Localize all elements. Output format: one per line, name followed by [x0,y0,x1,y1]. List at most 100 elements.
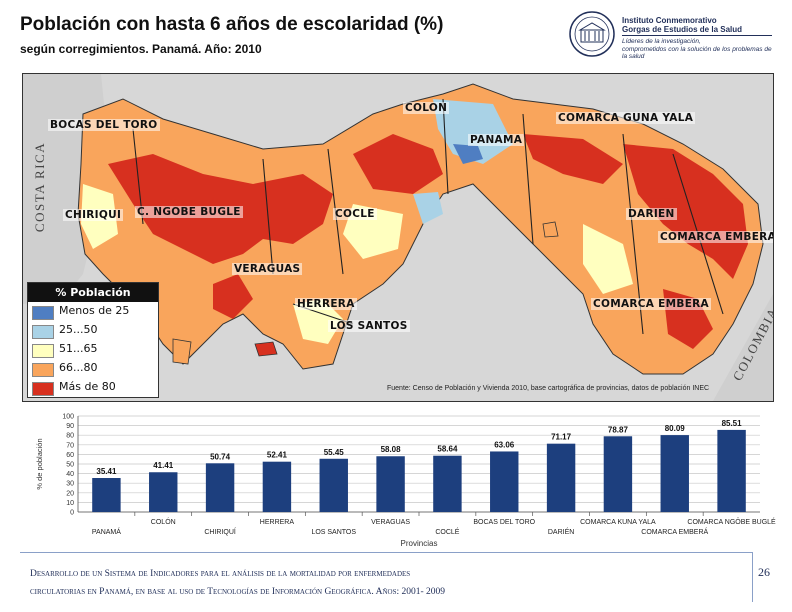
map-legend: % Población Menos de 25 25...50 51...65 … [27,282,159,398]
logo-line-4: comprometidos con la solución de los pro… [622,45,772,61]
map-label-ngobe-bugle: C. NGOBE BUGLE [135,206,243,218]
x-tick-label: COMARCA NGÖBE BUGLÉ [687,517,776,526]
legend-label: Menos de 25 [59,304,130,317]
map-label-comarca-embera-south: COMARCA EMBERA [591,298,711,310]
page-number: 26 [758,565,770,579]
island-south [172,338,192,365]
footer-line-1: Desarrollo de un Sistema de Indicadores … [30,569,411,579]
bar-value-label: 63.06 [494,440,515,449]
bar [433,455,462,512]
very-low-panama-city [453,144,483,164]
bar-value-label: 80.09 [665,424,686,433]
y-tick-label: 40 [66,471,74,478]
bar [262,461,292,512]
mid-rate-azuero [293,299,343,344]
institute-logo: Instituto Conmemorativo Gorgas de Estudi… [568,10,778,66]
x-tick-label: LOS SANTOS [311,529,356,536]
bar [546,443,576,512]
bar [149,472,178,512]
y-tick-label: 90 [66,423,74,430]
mid-rate-darien [583,224,633,294]
legend-item: 25...50 [28,321,158,340]
y-tick-label: 60 [66,452,74,459]
footer-line-2: circulatorias en Panamá, en base al uso … [30,587,446,597]
legend-swatch [32,325,54,339]
legend-item: Más de 80 [28,378,158,397]
footer-text: Desarrollo de un Sistema de Indicadores … [30,565,445,601]
y-axis-label: % de población [35,438,44,489]
y-tick-label: 50 [66,462,74,469]
y-tick-label: 30 [66,481,74,488]
island-coiba [254,341,278,357]
bar-value-label: 78.87 [608,425,629,434]
legend-swatch [32,344,54,358]
map-label-panama: PANAMA [468,134,525,146]
x-tick-label: CHIRIQUÍ [204,527,236,536]
bar [490,451,519,512]
bar-value-label: 71.17 [551,433,572,442]
bar [319,458,348,512]
legend-label: 25...50 [59,323,98,336]
bar-value-label: 41.41 [153,461,174,470]
x-tick-label: COLÓN [151,517,176,526]
legend-item: 66...80 [28,359,158,378]
bar-value-label: 35.41 [96,467,117,476]
choropleth-map: COSTA RICA COLOMBIA BOCAS DEL TORO COLON… [22,73,774,402]
map-label-los-santos: LOS SANTOS [328,320,410,332]
x-tick-label: VERAGUAS [371,519,410,526]
high-rate-coast [523,134,623,184]
y-tick-label: 0 [70,510,74,517]
x-tick-label: BOCAS DEL TORO [473,519,535,526]
legend-label: 51...65 [59,342,98,355]
logo-line-2: Gorgas de Estudios de la Salud [622,25,743,34]
page-title: Población con hasta 6 años de escolarida… [20,14,444,35]
x-tick-label: COMARCA EMBERÁ [641,527,708,536]
bar-chart: 0 10 20 30 40 50 60 70 80 90 100 % de población Prov… [35,414,776,549]
y-tick-label: 20 [66,490,74,497]
map-label-cocle: COCLE [333,208,377,220]
bar [603,436,633,512]
bar [376,456,405,512]
low-rate-cocle-coast [413,192,443,224]
y-tick-label: 70 [66,442,74,449]
bar-value-label: 85.51 [722,419,743,428]
page-subtitle: según corregimientos. Panamá. Año: 2010 [20,42,262,56]
legend-title: % Población [28,283,158,302]
bar [92,478,121,512]
logo-line-1: Instituto Conmemorativo [622,16,717,25]
y-tick-label: 100 [62,414,74,421]
map-label-colon: COLON [403,102,450,114]
high-rate-east [623,144,748,279]
x-tick-label: DARIÉN [548,527,574,536]
colombia-region [713,294,773,401]
map-label-veraguas: VERAGUAS [232,263,303,275]
y-tick-label: 10 [66,500,74,507]
footer-vertical-divider [752,552,753,602]
bar [660,435,689,512]
map-source-note: Fuente: Censo de Población y Vivienda 20… [387,385,710,392]
map-label-darien: DARIEN [626,208,677,220]
high-rate-veraguas [213,274,253,319]
bar [717,429,746,512]
map-label-comarca-guna-yala: COMARCA GUNA YALA [556,112,696,124]
map-label-comarca-embera-north: COMARCA EMBERA [658,231,773,243]
legend-swatch [32,382,54,396]
bar-value-label: 52.41 [267,451,288,460]
bar [205,463,235,512]
map-label-bocas-del-toro: BOCAS DEL TORO [48,119,160,131]
x-tick-label: COMARCA KUNA YALA [580,519,656,526]
legend-label: Más de 80 [59,380,116,393]
map-label-chiriqui: CHIRIQUI [63,209,124,221]
footer-divider [20,552,752,553]
bar-value-label: 55.45 [324,448,345,457]
high-rate-central [353,134,443,194]
bar-value-label: 50.74 [210,452,231,461]
logo-divider [622,35,772,36]
bar-value-label: 58.64 [437,445,458,454]
legend-item: 51...65 [28,340,158,359]
legend-item: Menos de 25 [28,302,158,321]
island-pearls [542,221,559,238]
x-tick-label: HERRERA [260,519,295,526]
x-tick-label: COCLÉ [435,527,459,536]
map-label-herrera: HERRERA [295,298,357,310]
